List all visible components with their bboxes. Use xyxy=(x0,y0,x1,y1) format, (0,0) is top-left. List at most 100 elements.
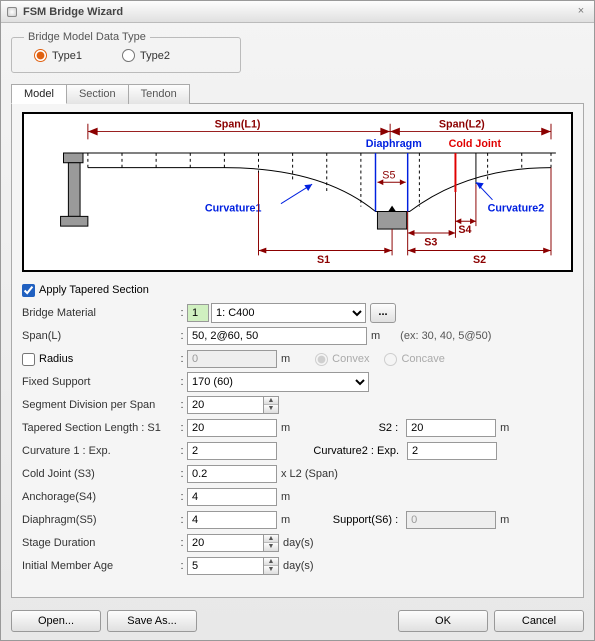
spin-up-icon[interactable]: ▲ xyxy=(264,535,278,543)
ok-button[interactable]: OK xyxy=(398,610,488,632)
radio-concave: Concave xyxy=(384,353,444,366)
tapered-s1-unit: m xyxy=(281,422,290,434)
bridge-material-id-input[interactable] xyxy=(187,304,209,322)
app-icon xyxy=(7,7,17,17)
bridge-material-select[interactable]: 1: C400 xyxy=(211,303,366,323)
svg-text:Span(L2): Span(L2) xyxy=(439,119,485,131)
apply-tapered-label: Apply Tapered Section xyxy=(39,284,149,296)
svg-text:S1: S1 xyxy=(317,254,330,266)
radio-type2-input[interactable] xyxy=(122,49,135,62)
svg-text:Span(L1): Span(L1) xyxy=(215,119,261,131)
radio-concave-label: Concave xyxy=(401,353,444,365)
save-as-button[interactable]: Save As... xyxy=(107,610,197,632)
tapered-s1-input[interactable] xyxy=(187,419,277,437)
support-s6-input xyxy=(406,511,496,529)
span-l-label: Span(L) xyxy=(22,330,177,342)
stage-dur-spinner[interactable]: ▲▼ xyxy=(187,534,279,552)
radio-convex-label: Convex xyxy=(332,353,369,365)
spin-up-icon[interactable]: ▲ xyxy=(264,397,278,405)
span-l-input[interactable] xyxy=(187,327,367,345)
cold-joint-label: Cold Joint (S3) xyxy=(22,468,177,480)
cancel-button[interactable]: Cancel xyxy=(494,610,584,632)
s2-unit: m xyxy=(500,422,509,434)
bridge-model-data-type-group: Bridge Model Data Type Type1 Type2 xyxy=(11,31,241,73)
spin-down-icon[interactable]: ▼ xyxy=(264,405,278,413)
seg-div-input[interactable] xyxy=(187,396,263,414)
close-icon[interactable]: × xyxy=(574,5,588,19)
spin-up-icon[interactable]: ▲ xyxy=(264,558,278,566)
radius-input xyxy=(187,350,277,368)
diaphragm-unit: m xyxy=(281,514,290,526)
radio-convex: Convex xyxy=(315,353,369,366)
seg-div-label: Segment Division per Span xyxy=(22,399,177,411)
svg-text:S2: S2 xyxy=(473,254,486,266)
s2-input[interactable] xyxy=(406,419,496,437)
spin-down-icon[interactable]: ▼ xyxy=(264,543,278,551)
apply-tapered-input[interactable] xyxy=(22,284,35,297)
cold-joint-input[interactable] xyxy=(187,465,277,483)
init-age-unit: day(s) xyxy=(283,560,314,572)
datatype-legend: Bridge Model Data Type xyxy=(24,31,150,43)
spin-down-icon[interactable]: ▼ xyxy=(264,566,278,574)
svg-text:S5: S5 xyxy=(382,169,395,181)
bridge-material-label: Bridge Material xyxy=(22,307,177,319)
radius-checkbox[interactable]: Radius xyxy=(22,353,177,366)
tab-section[interactable]: Section xyxy=(66,84,129,104)
svg-text:S4: S4 xyxy=(458,224,471,236)
stage-dur-label: Stage Duration xyxy=(22,537,177,549)
diaphragm-input[interactable] xyxy=(187,511,277,529)
support-s6-unit: m xyxy=(500,514,509,526)
apply-tapered-checkbox[interactable]: Apply Tapered Section xyxy=(22,284,149,297)
svg-text:Curvature1: Curvature1 xyxy=(205,203,262,215)
model-panel: Span(L1) Span(L2) Diaphragm Cold Joint xyxy=(11,103,584,598)
anchorage-input[interactable] xyxy=(187,488,277,506)
radio-type2[interactable]: Type2 xyxy=(122,49,170,62)
tab-bar: Model Section Tendon xyxy=(11,83,584,103)
radius-check-input[interactable] xyxy=(22,353,35,366)
svg-text:S3: S3 xyxy=(424,237,437,249)
radio-type1-input[interactable] xyxy=(34,49,47,62)
diaphragm-label: Diaphragm(S5) xyxy=(22,514,177,526)
curv1-label: Curvature 1 : Exp. xyxy=(22,445,177,457)
window-title: FSM Bridge Wizard xyxy=(23,6,574,18)
radius-label: Radius xyxy=(39,353,73,365)
tab-tendon[interactable]: Tendon xyxy=(128,84,190,104)
radio-type2-label: Type2 xyxy=(140,50,170,62)
dialog-footer: Open... Save As... OK Cancel xyxy=(1,604,594,640)
init-age-label: Initial Member Age xyxy=(22,560,177,572)
tab-model[interactable]: Model xyxy=(11,84,67,104)
titlebar: FSM Bridge Wizard × xyxy=(1,1,594,23)
radio-type1-label: Type1 xyxy=(52,50,82,62)
svg-text:Curvature2: Curvature2 xyxy=(488,203,545,215)
stage-dur-unit: day(s) xyxy=(283,537,314,549)
radio-concave-input xyxy=(384,353,397,366)
curv2-input[interactable] xyxy=(407,442,497,460)
radius-unit: m xyxy=(281,353,290,365)
anchorage-label: Anchorage(S4) xyxy=(22,491,177,503)
cold-joint-unit: x L2 (Span) xyxy=(281,468,338,480)
bridge-material-browse-button[interactable]: ... xyxy=(370,303,396,323)
span-l-unit: m xyxy=(371,330,380,342)
seg-div-spinner[interactable]: ▲▼ xyxy=(187,396,279,414)
curv2-label: Curvature2 : Exp. xyxy=(277,445,399,457)
bridge-diagram: Span(L1) Span(L2) Diaphragm Cold Joint xyxy=(22,112,573,272)
span-l-hint: (ex: 30, 40, 5@50) xyxy=(400,330,491,342)
fixed-support-label: Fixed Support xyxy=(22,376,177,388)
anchorage-unit: m xyxy=(281,491,290,503)
content-area: Bridge Model Data Type Type1 Type2 Model… xyxy=(1,23,594,604)
init-age-spinner[interactable]: ▲▼ xyxy=(187,557,279,575)
radio-type1[interactable]: Type1 xyxy=(34,49,82,62)
s2-label: S2 : xyxy=(290,422,398,434)
stage-dur-input[interactable] xyxy=(187,534,263,552)
svg-text:Diaphragm: Diaphragm xyxy=(366,138,422,150)
radio-convex-input xyxy=(315,353,328,366)
form-area: Apply Tapered Section Bridge Material : … xyxy=(22,280,573,576)
dialog-window: FSM Bridge Wizard × Bridge Model Data Ty… xyxy=(0,0,595,641)
fixed-support-select[interactable]: 170 (60) xyxy=(187,372,369,392)
svg-text:Cold Joint: Cold Joint xyxy=(449,138,502,150)
open-button[interactable]: Open... xyxy=(11,610,101,632)
tapered-s1-label: Tapered Section Length : S1 xyxy=(22,422,177,434)
curv1-input[interactable] xyxy=(187,442,277,460)
init-age-input[interactable] xyxy=(187,557,263,575)
support-s6-label: Support(S6) : xyxy=(290,514,398,526)
